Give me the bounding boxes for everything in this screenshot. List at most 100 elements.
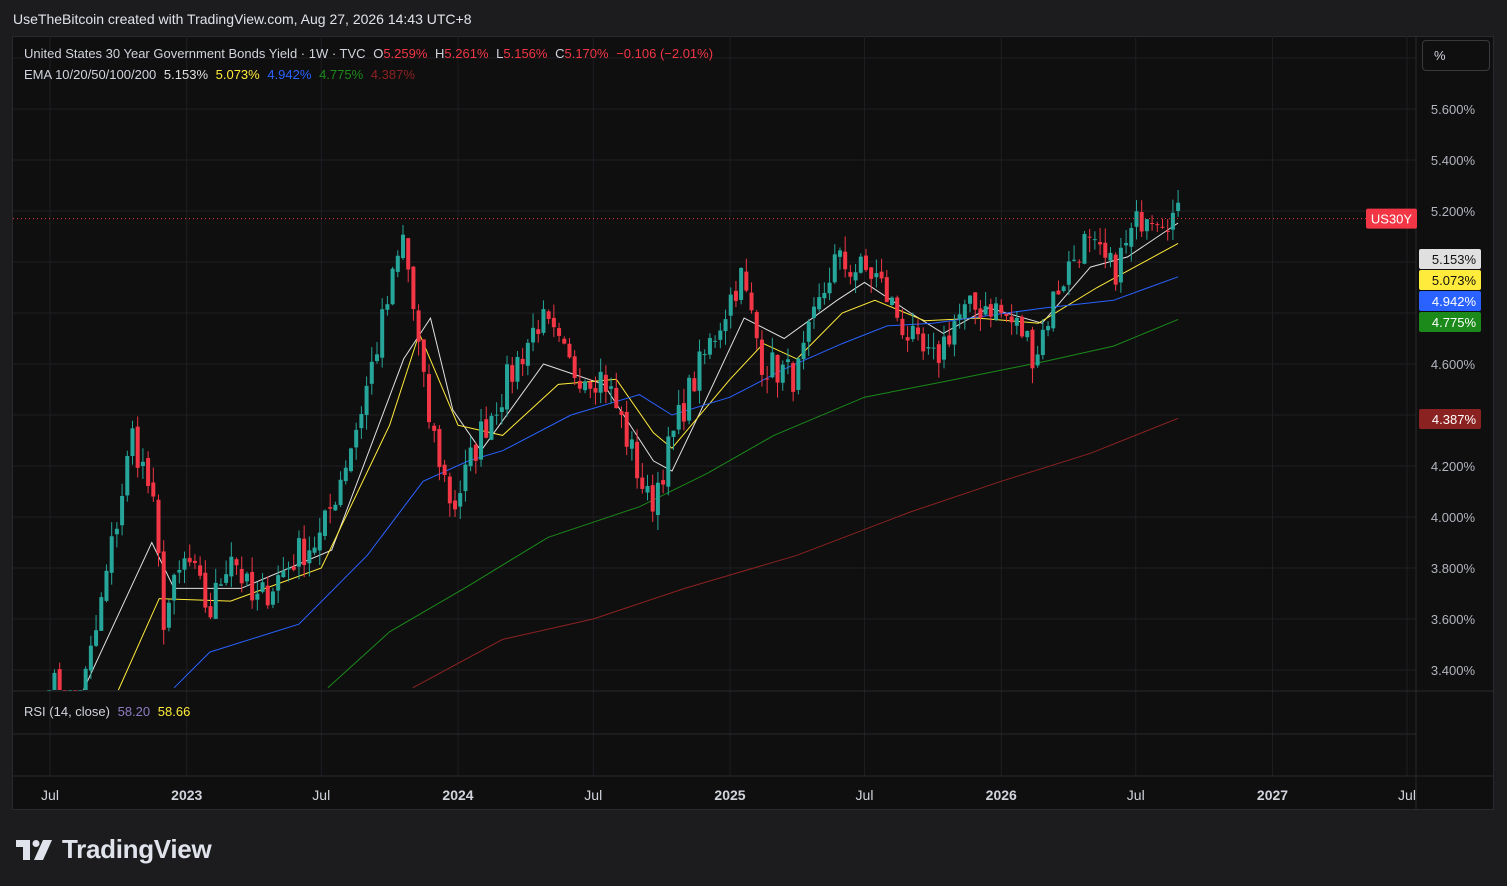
candle-down bbox=[546, 311, 551, 319]
candle-down bbox=[198, 565, 203, 576]
candle-down bbox=[447, 476, 452, 504]
candle-up bbox=[645, 486, 650, 493]
ema-badge-label: 4.775% bbox=[1432, 315, 1477, 330]
candle-down bbox=[208, 606, 213, 618]
candle-up bbox=[926, 347, 931, 349]
candle-up bbox=[270, 591, 275, 605]
candle-down bbox=[1113, 254, 1118, 285]
candle-up bbox=[583, 381, 588, 391]
low-value: 5.156% bbox=[503, 46, 548, 61]
candle-up bbox=[962, 304, 967, 319]
candle-up bbox=[853, 272, 858, 281]
candle-down bbox=[614, 387, 619, 409]
candle-up bbox=[281, 570, 286, 578]
candle-up bbox=[801, 342, 806, 360]
candle-down bbox=[603, 374, 608, 392]
candle-up bbox=[671, 430, 676, 437]
ema-legend[interactable]: EMA 10/20/50/100/200 5.153% 5.073% 4.942… bbox=[24, 67, 419, 82]
candle-up bbox=[1092, 239, 1097, 241]
candle-down bbox=[416, 310, 421, 342]
ema-badge-bg bbox=[1419, 312, 1481, 332]
ema-badge-2: 5.073% bbox=[1419, 270, 1481, 290]
low-label: L bbox=[496, 46, 504, 61]
price-axis: 5.600% 5.400% 5.200% 4.600% 4.200% 4.000% 3.80… bbox=[1431, 102, 1476, 678]
candle-up bbox=[770, 352, 775, 378]
candle-up bbox=[1035, 354, 1040, 366]
candle-up bbox=[94, 630, 99, 646]
candle-up bbox=[114, 528, 119, 535]
candle-up bbox=[395, 255, 400, 272]
price-tick-label: 5.600% bbox=[1431, 102, 1476, 117]
candle-up bbox=[1014, 317, 1019, 326]
candle-down bbox=[1030, 329, 1035, 369]
unit-button[interactable]: % bbox=[1422, 40, 1490, 71]
candle-up bbox=[458, 493, 463, 507]
ema-line-4 bbox=[327, 318, 1179, 689]
candle-up bbox=[687, 377, 692, 421]
candle-down bbox=[921, 333, 926, 352]
price-tick-label: 3.600% bbox=[1431, 612, 1476, 627]
ema10-value: 5.153% bbox=[163, 67, 208, 82]
candle-down bbox=[156, 499, 161, 554]
candle-down bbox=[775, 354, 780, 383]
candle-up bbox=[177, 569, 182, 573]
candle-up bbox=[785, 359, 790, 363]
candle-up bbox=[390, 268, 395, 305]
time-tick-label: 2027 bbox=[1257, 787, 1288, 803]
candle-up bbox=[832, 254, 837, 283]
candle-down bbox=[135, 426, 140, 468]
price-tick-label: 5.200% bbox=[1431, 204, 1476, 219]
candle-up bbox=[260, 582, 265, 592]
candle-down bbox=[291, 566, 296, 570]
candle-up bbox=[125, 456, 130, 496]
price-tick-label: 3.800% bbox=[1431, 561, 1476, 576]
candle-up bbox=[312, 547, 317, 553]
price-tick-label: 5.400% bbox=[1431, 153, 1476, 168]
candle-down bbox=[936, 344, 941, 363]
price-tick-label: 4.200% bbox=[1431, 459, 1476, 474]
candle-up bbox=[1118, 247, 1123, 283]
candle-down bbox=[588, 381, 593, 389]
candle-up bbox=[931, 347, 936, 349]
candle-down bbox=[754, 312, 759, 339]
candle-down bbox=[791, 363, 796, 392]
candle-down bbox=[57, 669, 62, 690]
ema-line-1 bbox=[82, 222, 1179, 691]
candle-up bbox=[952, 321, 957, 345]
time-tick-label: 2023 bbox=[171, 787, 202, 803]
candle-up bbox=[354, 429, 359, 448]
candle-up bbox=[1025, 331, 1030, 338]
ema-badge-bg bbox=[1419, 291, 1481, 311]
symbol-badge-bg bbox=[1366, 208, 1417, 229]
candle-down bbox=[1004, 313, 1009, 316]
symbol-legend[interactable]: United States 30 Year Government Bonds Y… bbox=[24, 46, 717, 61]
candle-up bbox=[374, 354, 379, 362]
candle-up bbox=[707, 338, 712, 355]
candle-up bbox=[968, 295, 973, 304]
time-tick-label: Jul bbox=[312, 787, 330, 803]
candle-up bbox=[666, 436, 671, 487]
candle-up bbox=[120, 495, 125, 526]
candle-up bbox=[837, 250, 842, 257]
candle-up bbox=[213, 582, 218, 619]
candle-up bbox=[494, 414, 499, 416]
ema-badge-3: 4.942% bbox=[1419, 291, 1481, 311]
time-tick-label: 2024 bbox=[442, 787, 473, 803]
candle-up bbox=[307, 550, 312, 564]
candle-up bbox=[957, 314, 962, 320]
candle-down bbox=[146, 458, 151, 486]
candle-up bbox=[1061, 286, 1066, 292]
candle-down bbox=[484, 419, 489, 438]
candle-down bbox=[510, 365, 515, 382]
close-value: 5.170% bbox=[564, 46, 609, 61]
candle-down bbox=[593, 388, 598, 393]
candle-up bbox=[255, 593, 260, 600]
candle-up bbox=[130, 428, 135, 457]
price-tick-label: 4.000% bbox=[1431, 510, 1476, 525]
candle-down bbox=[432, 425, 437, 431]
candlesticks bbox=[47, 189, 1181, 691]
time-tick-label: Jul bbox=[584, 787, 602, 803]
candle-up bbox=[218, 584, 223, 586]
rsi-legend[interactable]: RSI (14, close) 58.20 58.66 bbox=[24, 704, 194, 719]
